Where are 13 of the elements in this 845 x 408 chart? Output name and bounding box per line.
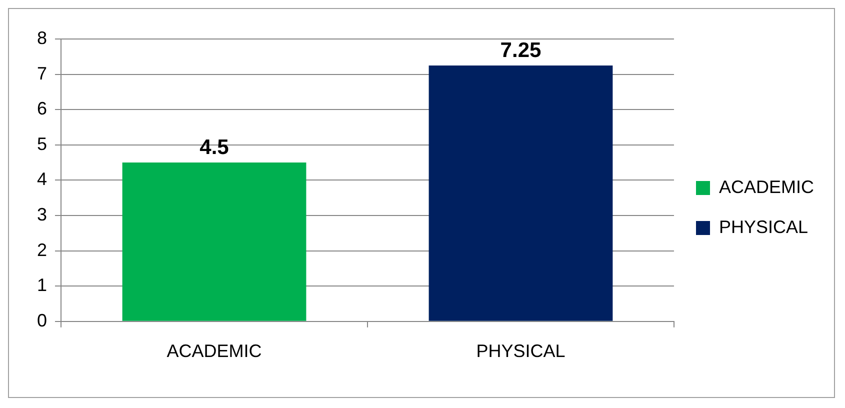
data-label: 7.25 (500, 38, 542, 62)
y-tick-label: 6 (36, 98, 48, 119)
y-tick-label: 0 (36, 310, 48, 330)
y-tick-label: 8 (36, 28, 48, 48)
y-tick-label: 5 (36, 134, 48, 154)
legend-label: PHYSICAL (718, 216, 808, 237)
legend-label: ACADEMIC (718, 176, 814, 197)
y-tick-label: 1 (36, 275, 48, 296)
y-tick-label: 4 (36, 169, 48, 190)
y-tick-label: 3 (36, 204, 48, 224)
y-tick-label: 7 (36, 63, 48, 84)
y-tick-label: 2 (36, 240, 48, 260)
data-label: 4.5 (200, 136, 230, 159)
